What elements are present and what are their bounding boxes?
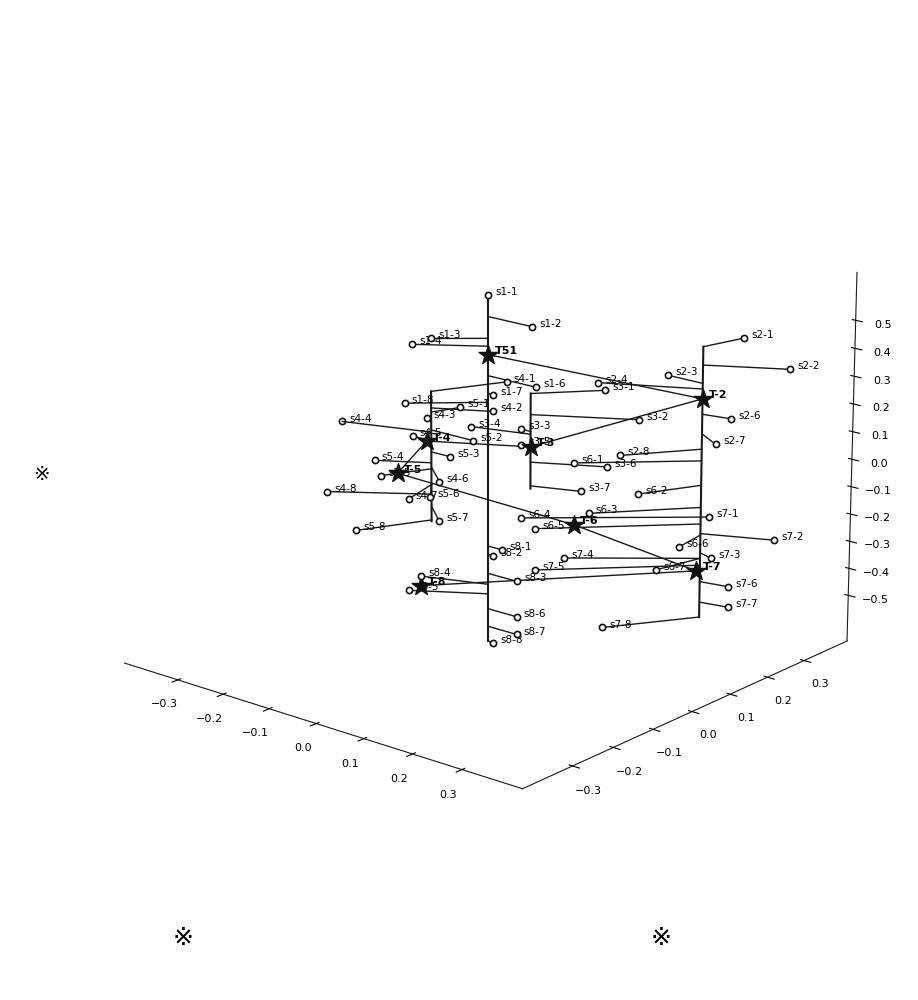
Text: ※: ※: [174, 926, 194, 950]
Text: ※: ※: [33, 465, 50, 484]
Text: ※: ※: [651, 926, 671, 950]
